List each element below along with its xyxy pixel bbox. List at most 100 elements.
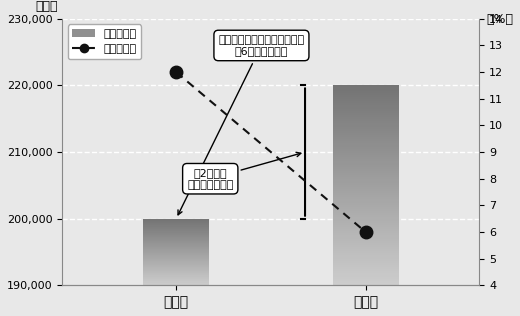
Bar xyxy=(332,223,399,225)
Bar xyxy=(332,237,399,239)
Bar xyxy=(332,136,399,137)
Bar xyxy=(332,205,399,207)
Bar xyxy=(332,229,399,231)
Bar xyxy=(143,274,210,275)
Bar xyxy=(332,216,399,217)
Bar xyxy=(143,256,210,257)
Bar xyxy=(143,223,210,224)
Bar xyxy=(332,261,399,263)
Bar xyxy=(332,211,399,213)
Bar xyxy=(143,252,210,253)
Bar xyxy=(332,131,399,133)
Bar xyxy=(332,118,399,119)
Bar xyxy=(143,219,210,220)
Bar xyxy=(332,119,399,121)
Bar xyxy=(332,198,399,199)
Bar xyxy=(143,275,210,276)
Bar xyxy=(332,281,399,283)
Bar xyxy=(143,272,210,273)
Bar xyxy=(332,130,399,131)
Bar xyxy=(143,277,210,278)
Bar xyxy=(332,201,399,204)
Bar xyxy=(143,242,210,243)
Bar xyxy=(143,233,210,234)
Bar xyxy=(332,213,399,216)
Bar xyxy=(332,275,399,277)
Bar xyxy=(332,219,399,222)
Bar xyxy=(332,124,399,125)
Text: 約2万人を
優良会員に育成: 約2万人を 優良会員に育成 xyxy=(187,152,301,190)
Bar xyxy=(332,228,399,229)
Bar xyxy=(143,253,210,254)
Bar xyxy=(332,199,399,201)
Bar xyxy=(332,112,399,113)
Bar xyxy=(143,245,210,246)
Y-axis label: （%）: （%） xyxy=(487,14,514,27)
Bar xyxy=(332,210,399,211)
Bar xyxy=(143,226,210,227)
Bar xyxy=(332,243,399,245)
Bar xyxy=(143,278,210,279)
Bar xyxy=(332,259,399,261)
Bar xyxy=(332,147,399,149)
Bar xyxy=(332,109,399,112)
Bar xyxy=(143,225,210,226)
Bar xyxy=(143,250,210,251)
Bar xyxy=(332,279,399,281)
Bar xyxy=(332,173,399,175)
Bar xyxy=(143,259,210,260)
Bar xyxy=(332,139,399,142)
Bar xyxy=(143,267,210,268)
Bar xyxy=(143,254,210,255)
Bar xyxy=(143,283,210,284)
Bar xyxy=(143,265,210,266)
Bar xyxy=(332,91,399,94)
Bar xyxy=(332,187,399,189)
Bar xyxy=(143,220,210,221)
Bar xyxy=(332,159,399,161)
Bar xyxy=(143,228,210,229)
Bar xyxy=(143,224,210,225)
Bar xyxy=(332,239,399,241)
Bar xyxy=(332,167,399,169)
Bar xyxy=(143,232,210,233)
Bar xyxy=(332,100,399,101)
Bar xyxy=(332,231,399,233)
Bar xyxy=(332,273,399,275)
Bar xyxy=(332,101,399,103)
Bar xyxy=(332,207,399,210)
Bar xyxy=(332,179,399,181)
Bar xyxy=(143,276,210,277)
Bar xyxy=(332,163,399,165)
Bar xyxy=(143,244,210,245)
Bar xyxy=(332,121,399,124)
Bar xyxy=(332,175,399,177)
Bar xyxy=(143,240,210,241)
Bar xyxy=(143,255,210,256)
Bar xyxy=(143,268,210,269)
Bar xyxy=(332,94,399,95)
Legend: 優良会員数, 年間解約率: 優良会員数, 年間解約率 xyxy=(68,24,141,59)
Bar xyxy=(332,265,399,267)
Bar xyxy=(332,233,399,235)
Bar xyxy=(143,239,210,240)
Bar xyxy=(332,241,399,243)
Bar xyxy=(332,88,399,89)
Bar xyxy=(143,261,210,262)
Bar xyxy=(143,251,210,252)
Bar xyxy=(332,222,399,223)
Bar xyxy=(143,262,210,263)
Bar xyxy=(332,189,399,191)
Y-axis label: （人）: （人） xyxy=(36,1,58,14)
Bar xyxy=(332,151,399,153)
Bar xyxy=(143,234,210,235)
Bar xyxy=(143,281,210,282)
Bar xyxy=(332,125,399,127)
Bar xyxy=(332,107,399,109)
Bar xyxy=(332,106,399,107)
Bar xyxy=(332,145,399,147)
Bar xyxy=(143,248,210,249)
Bar xyxy=(143,263,210,264)
Bar xyxy=(332,165,399,167)
Bar xyxy=(332,249,399,251)
